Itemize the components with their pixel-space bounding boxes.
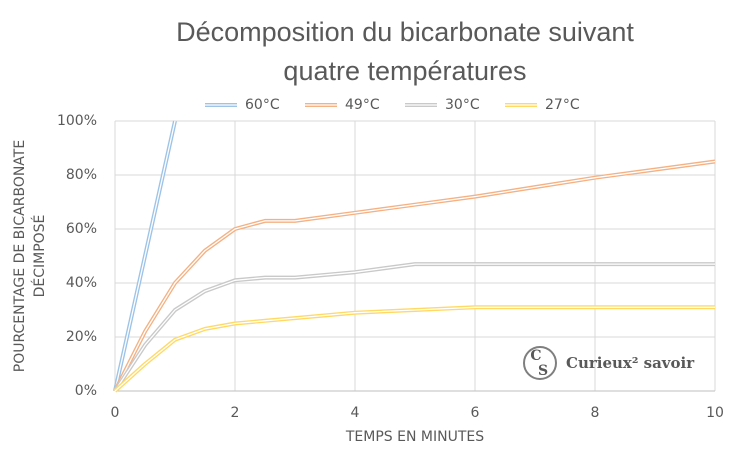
- x-tick-label: 6: [471, 405, 480, 421]
- y-tick-label: 100%: [57, 113, 97, 129]
- legend-label: 60°C: [245, 97, 280, 113]
- legend-label: 49°C: [345, 97, 380, 113]
- watermark-text: Curieux² savoir: [566, 354, 695, 372]
- y-tick-label: 40%: [66, 275, 97, 291]
- y-axis-label: DÉCIMPOSÉ: [31, 215, 48, 298]
- logo-circle: [523, 346, 557, 380]
- chart-title: Décomposition du bicarbonate suivant: [176, 17, 634, 47]
- series-line-core: [114, 263, 715, 392]
- legend-label: 30°C: [445, 97, 480, 113]
- y-tick-label: 0%: [75, 383, 97, 399]
- x-tick-label: 8: [591, 405, 600, 421]
- chart-title: quatre températures: [283, 56, 526, 86]
- y-axis-label: POURCENTAGE DE BICARBONATE: [12, 140, 28, 372]
- watermark: C S Curieux² savoir: [523, 346, 695, 380]
- x-tick-label: 10: [706, 405, 724, 421]
- y-tick-label: 80%: [66, 167, 97, 183]
- series-line-core: [114, 160, 716, 392]
- legend-label: 27°C: [545, 97, 580, 113]
- x-tick-label: 2: [231, 405, 240, 421]
- logo-letter: C: [530, 348, 541, 364]
- x-tick-label: 0: [111, 405, 120, 421]
- logo-letter: S: [538, 363, 548, 379]
- x-axis-label: TEMPS EN MINUTES: [345, 429, 484, 445]
- series-line-core: [114, 306, 715, 392]
- y-tick-label: 60%: [66, 221, 97, 237]
- plot: 0% 20% 40% 60% 80% 100% 0 2 4 6 8 10 60°C 49°C 30°C 27°…: [57, 97, 724, 421]
- series-line-core: [114, 120, 176, 392]
- y-tick-label: 20%: [66, 329, 97, 345]
- x-tick-label: 4: [351, 405, 360, 421]
